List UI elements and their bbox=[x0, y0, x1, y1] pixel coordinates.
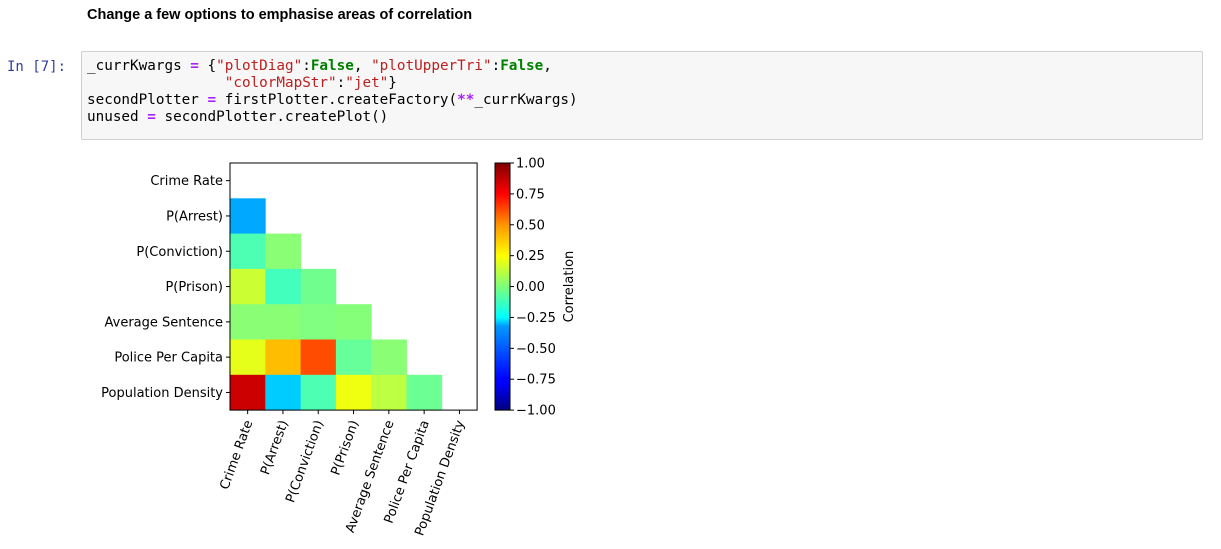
y-tick-label: Population Density bbox=[101, 386, 223, 401]
heatmap-cell bbox=[230, 339, 266, 376]
colorbar-tick-label: −0.75 bbox=[516, 373, 556, 388]
colorbar-tick-label: −1.00 bbox=[516, 404, 556, 419]
colorbar-tick-label: 0.00 bbox=[516, 280, 545, 295]
heatmap-cell bbox=[230, 268, 266, 305]
code-token: "plotDiag" bbox=[216, 58, 303, 74]
cell-output: Crime Rate P(Arrest) P(Conviction) P(Prison… bbox=[0, 150, 620, 549]
heatmap-cell bbox=[335, 374, 372, 411]
correlation-heatmap: Crime RateP(Arrest)P(Conviction)P(Prison… bbox=[101, 157, 577, 538]
heatmap-cell bbox=[335, 339, 372, 376]
code-token: : bbox=[491, 58, 501, 74]
code-token: } bbox=[388, 75, 397, 91]
code-token: ** bbox=[457, 92, 475, 108]
code-token: , bbox=[353, 58, 372, 74]
heatmap-cell bbox=[265, 374, 301, 411]
code-token: "jet" bbox=[345, 75, 389, 91]
code-token: _currKwargs) bbox=[474, 92, 578, 108]
code-token: , bbox=[543, 58, 552, 74]
code-token: { bbox=[207, 58, 217, 74]
heatmap-cell bbox=[300, 339, 337, 376]
colorbar bbox=[494, 162, 511, 411]
y-tick-label: P(Prison) bbox=[165, 280, 223, 295]
heatmap-cell bbox=[335, 304, 372, 340]
code-token: = bbox=[198, 92, 225, 108]
code-cell-editor[interactable]: _currKwargs = {"plotDiag":False, "plotUp… bbox=[81, 51, 1203, 140]
heatmap-cell bbox=[300, 374, 337, 411]
heatmap-cell bbox=[300, 268, 337, 305]
code-token: _currKwargs bbox=[87, 58, 182, 74]
heatmap-cell bbox=[265, 233, 301, 270]
code-token: secondPlotter bbox=[87, 92, 199, 108]
colorbar-tick-label: 0.75 bbox=[516, 187, 545, 202]
code-token: secondPlotter.createPlot() bbox=[164, 109, 389, 125]
code-token: = bbox=[138, 109, 165, 125]
colorbar-tick-label: 1.00 bbox=[516, 157, 545, 172]
y-tick-label: P(Conviction) bbox=[136, 245, 223, 260]
code-token: False bbox=[310, 58, 354, 74]
heatmap-cell bbox=[265, 304, 301, 340]
code-token: firstPlotter.createFactory( bbox=[224, 92, 458, 108]
code-token: : bbox=[336, 75, 346, 91]
y-tick-label: Crime Rate bbox=[150, 174, 223, 189]
heatmap-cell bbox=[230, 374, 266, 411]
heatmap-cell bbox=[230, 304, 266, 340]
code-token: unused bbox=[87, 109, 139, 125]
colorbar-label: Correlation bbox=[562, 251, 577, 323]
y-tick-label: P(Arrest) bbox=[166, 209, 223, 224]
markdown-heading: Change a few options to emphasise areas … bbox=[87, 7, 473, 23]
code-text[interactable]: _currKwargs = {"plotDiag":False, "plotUp… bbox=[87, 58, 578, 126]
x-tick-label: P(Prison) bbox=[329, 418, 363, 477]
code-token: "plotUpperTri" bbox=[371, 58, 492, 74]
heatmap-cell bbox=[300, 304, 337, 340]
y-tick-label: Average Sentence bbox=[105, 315, 224, 330]
heatmap-cell bbox=[371, 374, 407, 411]
code-token: "colorMapStr" bbox=[224, 75, 337, 91]
cell-prompt: In [7]: bbox=[7, 59, 67, 75]
colorbar-tick-label: −0.25 bbox=[516, 311, 556, 326]
heatmap-cell bbox=[371, 339, 407, 376]
colorbar-tick-label: 0.25 bbox=[516, 249, 545, 264]
x-tick-label: P(Arrest) bbox=[258, 418, 292, 477]
heatmap-cell bbox=[230, 233, 266, 270]
heatmap-cell bbox=[265, 268, 301, 305]
code-token bbox=[87, 75, 225, 91]
colorbar-tick-label: 0.50 bbox=[516, 218, 545, 233]
heatmap-cell bbox=[230, 198, 266, 234]
x-tick-label: P(Conviction) bbox=[283, 418, 327, 505]
heatmap-cell bbox=[406, 374, 443, 411]
code-token: False bbox=[500, 58, 544, 74]
code-token: : bbox=[302, 58, 311, 74]
x-tick-label: Crime Rate bbox=[217, 418, 256, 491]
heatmap-cell bbox=[265, 339, 301, 376]
code-token: = bbox=[181, 58, 208, 74]
colorbar-tick-label: −0.50 bbox=[516, 342, 556, 357]
y-tick-label: Police Per Capita bbox=[114, 351, 223, 366]
